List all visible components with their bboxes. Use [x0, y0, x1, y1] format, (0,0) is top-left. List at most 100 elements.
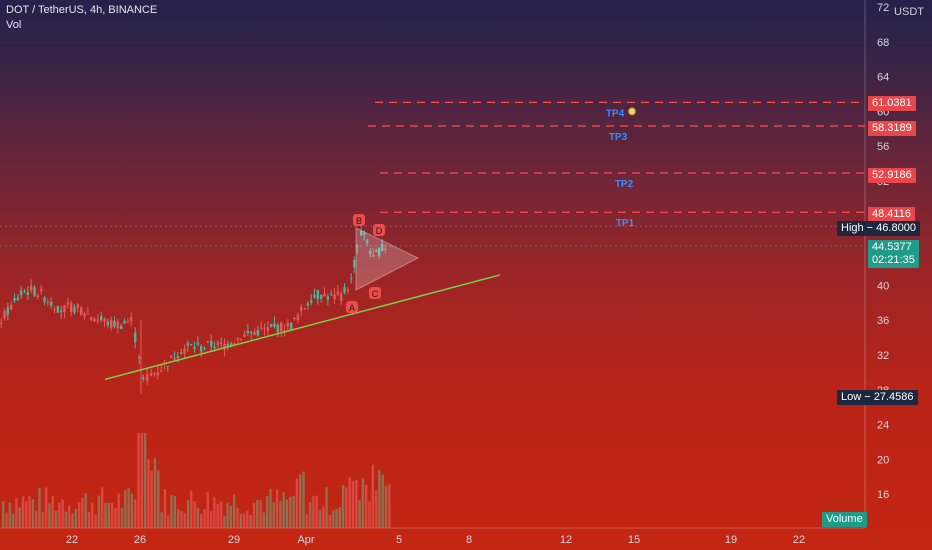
volume-bar [48, 503, 51, 528]
candle [106, 318, 110, 329]
volume-bar [104, 502, 107, 528]
candle-body [356, 245, 359, 248]
candle-body [343, 287, 346, 293]
volume-bar [64, 511, 68, 528]
candle-body [70, 302, 73, 313]
volume-bar [348, 477, 351, 528]
candle-body [142, 377, 145, 380]
volume-bar [233, 494, 236, 528]
high-price-badge: High − 46.8000 [837, 221, 920, 236]
volume-bar [101, 487, 104, 528]
volume-bar [341, 485, 345, 528]
candle-body [6, 307, 10, 316]
candle [240, 338, 243, 342]
candle [283, 324, 286, 337]
candle-body [196, 342, 200, 345]
candle-body [90, 317, 93, 321]
volume-bar [305, 514, 308, 528]
candle-body [53, 309, 56, 311]
candle [180, 349, 183, 355]
candle [226, 340, 230, 351]
candle [260, 321, 263, 331]
volume-bar [282, 492, 285, 528]
low-label: Low [841, 391, 862, 403]
candle-body [326, 296, 330, 300]
candle [160, 364, 163, 373]
candle-body [353, 259, 356, 268]
candle-body [170, 355, 173, 358]
candle-body [230, 343, 233, 346]
candle [0, 318, 3, 329]
price-tick-label: 56 [877, 141, 889, 153]
candle-body [40, 289, 43, 291]
volume-bar [239, 513, 242, 528]
candle [90, 316, 93, 322]
candle-body [233, 343, 236, 345]
candle [326, 293, 330, 306]
candle [220, 337, 223, 349]
candle [372, 248, 375, 258]
volume-bar [302, 471, 305, 528]
volume-bar [272, 502, 275, 528]
candle-body [150, 373, 153, 376]
price-unit-label[interactable]: USDT [894, 6, 924, 18]
volume-bar [219, 501, 223, 528]
price-tick-label: 24 [877, 420, 889, 432]
candle [33, 284, 36, 298]
candle [190, 344, 193, 346]
candle [250, 330, 253, 340]
candle-body [156, 372, 160, 376]
volume-indicator-label[interactable]: Vol [6, 19, 22, 31]
candle-body [73, 306, 76, 313]
price-tick-label: 72 [877, 2, 889, 14]
volume-bar [295, 478, 299, 528]
candle-body [273, 323, 276, 327]
candle [253, 328, 256, 336]
candle-body [113, 321, 116, 327]
volume-bar [355, 480, 358, 528]
candle-body [250, 331, 253, 334]
volume-bar [74, 508, 77, 528]
volume-bar [134, 499, 137, 528]
candle [186, 340, 190, 352]
candle-body [286, 322, 290, 327]
volume-bar [163, 489, 167, 528]
volume-bar [130, 493, 134, 528]
candle-body [340, 293, 343, 301]
candle [346, 287, 350, 295]
volume-bar [332, 510, 335, 528]
pattern-point-label: B [356, 216, 362, 226]
volume-bar [15, 498, 18, 528]
candle [123, 318, 126, 324]
volume-bars [2, 433, 391, 528]
candles [0, 227, 387, 386]
volume-bar [91, 502, 94, 528]
candle [256, 325, 260, 337]
candle [50, 297, 53, 310]
candle [93, 316, 96, 323]
candle-body [46, 301, 50, 303]
candle [20, 285, 23, 299]
candle-body [369, 250, 372, 255]
time-tick-label: 19 [725, 534, 737, 546]
volume-bar [81, 497, 84, 528]
price-tick-label: 36 [877, 315, 889, 327]
volume-bar [31, 499, 35, 528]
candle [110, 316, 113, 331]
candle-body [120, 325, 123, 330]
candle-body [243, 334, 246, 337]
candle [296, 312, 300, 324]
volume-bar [378, 470, 381, 528]
volume-bar [5, 512, 8, 528]
volume-bar [246, 510, 249, 528]
candle [10, 300, 13, 311]
candle-body [138, 357, 141, 359]
pattern-point-marker [369, 287, 381, 299]
candle [86, 306, 90, 315]
candle [293, 317, 296, 321]
candle [96, 313, 100, 324]
candle [316, 289, 320, 305]
candle-body [166, 366, 170, 368]
